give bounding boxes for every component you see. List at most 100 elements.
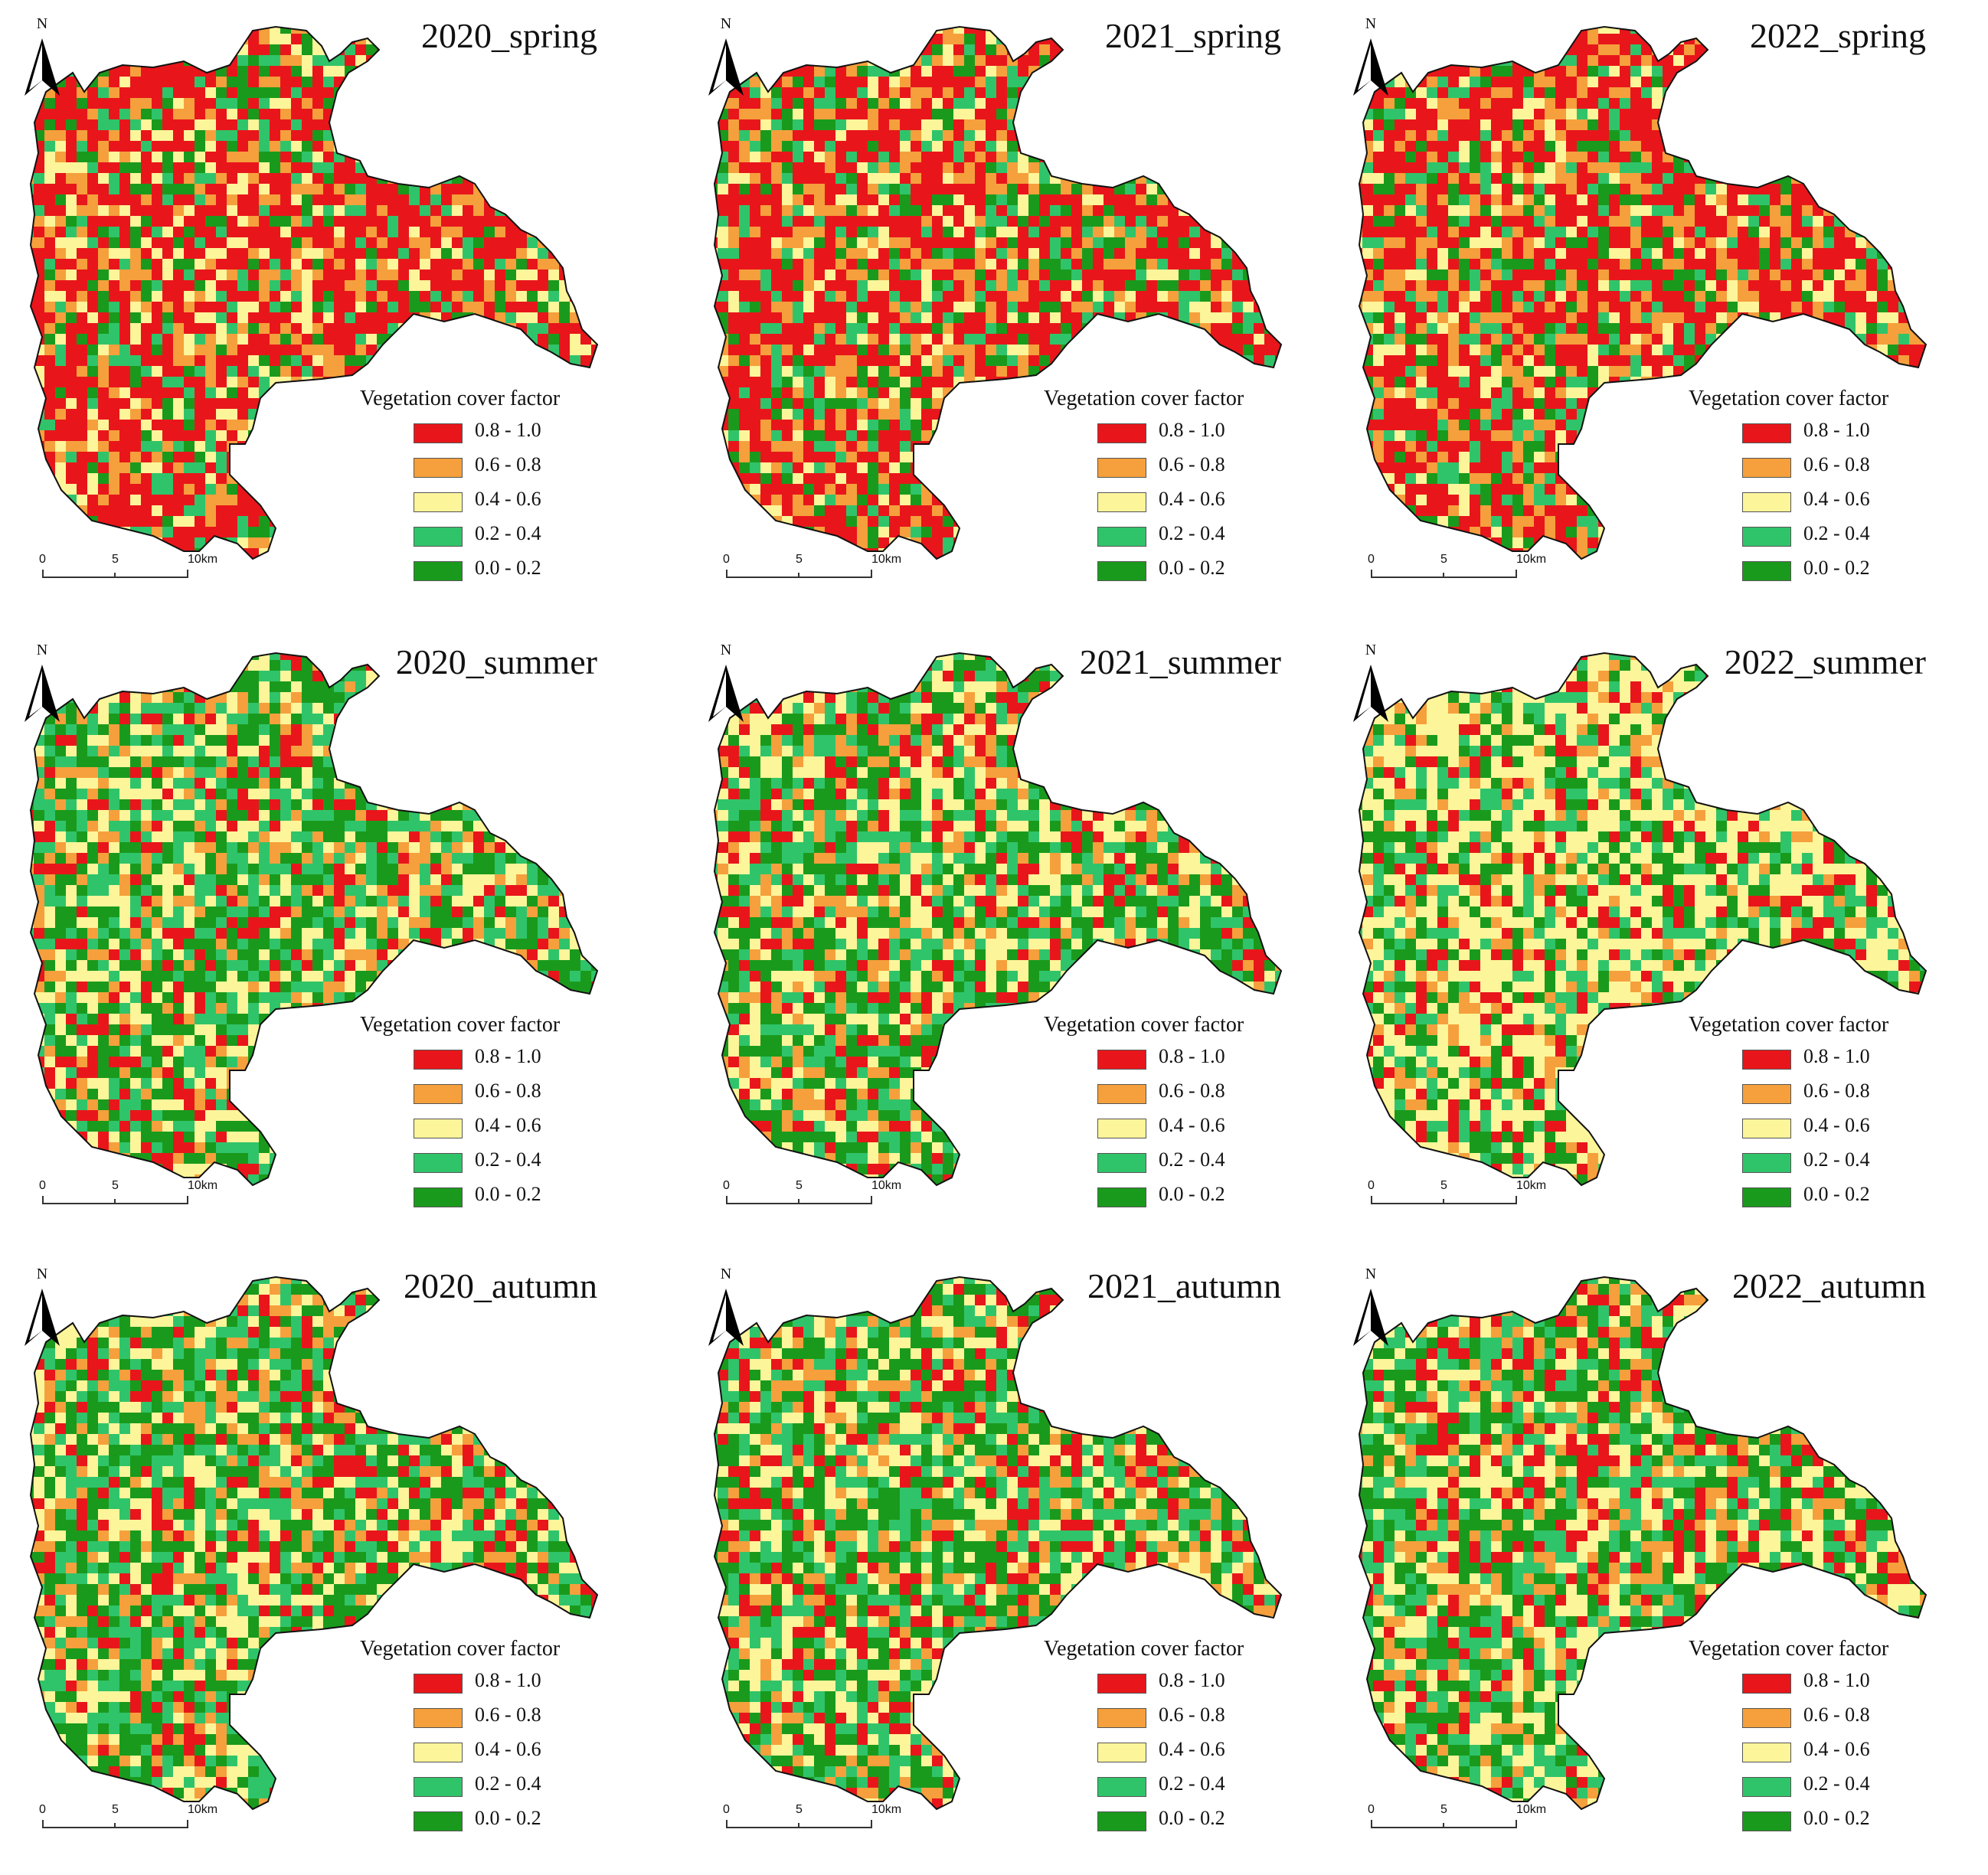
scale-bar: 0 5 10km — [39, 1179, 226, 1225]
legend-swatch — [1742, 1811, 1791, 1831]
legend-swatch — [1742, 1708, 1791, 1728]
legend-label: 0.0 - 0.2 — [1159, 1807, 1225, 1830]
legend-label: 0.6 - 0.8 — [1159, 1080, 1225, 1102]
north-label: N — [31, 15, 54, 33]
north-arrow-icon — [708, 665, 744, 722]
north-label: N — [1359, 1266, 1382, 1283]
study-area-boundary — [1358, 25, 1928, 560]
legend-swatch — [414, 1743, 463, 1762]
legend-label: 0.2 - 0.4 — [1159, 1772, 1225, 1795]
legend-item: 0.8 - 1.0 — [1689, 1045, 1934, 1080]
legend-label: 0.8 - 1.0 — [475, 1669, 541, 1692]
legend-item: 0.4 - 0.6 — [1044, 1738, 1289, 1772]
legend-item: 0.8 - 1.0 — [1689, 1669, 1934, 1704]
legend-item: 0.2 - 0.4 — [1044, 1772, 1289, 1807]
legend-item: 0.0 - 0.2 — [360, 557, 605, 591]
scale-tick-label: 5 — [112, 1179, 119, 1193]
legend-label: 0.2 - 0.4 — [475, 1148, 541, 1171]
legend-label: 0.8 - 1.0 — [1159, 419, 1225, 442]
north-arrow: N — [707, 15, 745, 100]
legend: Vegetation cover factor 0.8 - 1.0 0.6 - 0.… — [1689, 1013, 1934, 1217]
legend-title: Vegetation cover factor — [1689, 387, 1934, 411]
legend-label: 0.4 - 0.6 — [475, 1738, 541, 1761]
legend-swatch — [1097, 1811, 1146, 1831]
scale-tick-label: 10km — [188, 1179, 217, 1193]
legend-label: 0.2 - 0.4 — [475, 1772, 541, 1795]
legend-item: 0.4 - 0.6 — [360, 488, 605, 522]
scale-bar: 0 5 10km — [39, 1803, 226, 1849]
legend-item: 0.2 - 0.4 — [1044, 1148, 1289, 1183]
legend-swatch — [1742, 1674, 1791, 1694]
north-label: N — [1359, 15, 1382, 33]
scale-tick-label: 0 — [723, 1179, 730, 1193]
legend-label: 0.4 - 0.6 — [475, 1114, 541, 1137]
legend-item: 0.8 - 1.0 — [360, 1045, 605, 1080]
north-label: N — [714, 1266, 737, 1283]
legend-item: 0.4 - 0.6 — [1689, 1738, 1934, 1772]
legend-label: 0.6 - 0.8 — [475, 1704, 541, 1726]
legend-item: 0.4 - 0.6 — [1689, 1114, 1934, 1148]
legend-swatch — [1097, 1084, 1146, 1104]
scale-bar: 0 5 10km — [723, 1803, 910, 1849]
legend-swatch — [414, 1187, 463, 1207]
legend-label: 0.0 - 0.2 — [1159, 1183, 1225, 1206]
legend-label: 0.4 - 0.6 — [1159, 1114, 1225, 1137]
legend-item: 0.0 - 0.2 — [360, 1183, 605, 1217]
legend-label: 0.4 - 0.6 — [1803, 488, 1870, 511]
legend-item: 0.0 - 0.2 — [1689, 1183, 1934, 1217]
map-panel: 2020_spring N Vegetation cover factor 0.8 -… — [0, 0, 662, 625]
scale-tick-label: 5 — [112, 553, 119, 567]
legend-item: 0.4 - 0.6 — [1044, 488, 1289, 522]
legend-title: Vegetation cover factor — [1689, 1637, 1934, 1661]
legend-title: Vegetation cover factor — [1044, 1637, 1289, 1661]
legend-swatch — [414, 458, 463, 478]
legend-swatch — [414, 423, 463, 443]
legend-title: Vegetation cover factor — [1044, 387, 1289, 411]
legend-swatch — [1742, 458, 1791, 478]
legend-title: Vegetation cover factor — [1689, 1013, 1934, 1037]
legend-label: 0.2 - 0.4 — [1803, 1772, 1870, 1795]
panel-title: 2020_summer — [368, 642, 597, 682]
legend-title: Vegetation cover factor — [360, 387, 605, 411]
legend-item: 0.8 - 1.0 — [1689, 419, 1934, 453]
legend-item: 0.4 - 0.6 — [1689, 488, 1934, 522]
legend-item: 0.8 - 1.0 — [1044, 1669, 1289, 1704]
legend-item: 0.8 - 1.0 — [1044, 419, 1289, 453]
legend-swatch — [1742, 1119, 1791, 1138]
north-arrow-icon — [708, 38, 744, 96]
legend-label: 0.2 - 0.4 — [475, 522, 541, 545]
legend-item: 0.0 - 0.2 — [1689, 557, 1934, 591]
map-panel: 2021_autumn N Vegetation cover factor 0.8 -… — [684, 1250, 1346, 1875]
legend-label: 0.8 - 1.0 — [1803, 1045, 1870, 1068]
legend-label: 0.2 - 0.4 — [1159, 1148, 1225, 1171]
legend-swatch — [1742, 1187, 1791, 1207]
panel-title: 2021_spring — [1051, 15, 1281, 56]
scale-tick-label: 10km — [188, 1803, 217, 1817]
legend-item: 0.6 - 0.8 — [360, 453, 605, 488]
legend-item: 0.6 - 0.8 — [1044, 453, 1289, 488]
legend-label: 0.4 - 0.6 — [1159, 488, 1225, 511]
legend-swatch — [414, 561, 463, 581]
legend-label: 0.6 - 0.8 — [1159, 1704, 1225, 1726]
legend-item: 0.0 - 0.2 — [1044, 557, 1289, 591]
legend-title: Vegetation cover factor — [360, 1013, 605, 1037]
map-panel: 2021_spring N Vegetation cover factor 0.8 -… — [684, 0, 1346, 625]
legend-label: 0.8 - 1.0 — [475, 1045, 541, 1068]
panel-title: 2022_autumn — [1696, 1266, 1926, 1306]
vegetation-map — [1358, 1276, 1928, 1811]
study-area-boundary — [29, 1276, 599, 1811]
legend-item: 0.2 - 0.4 — [360, 1148, 605, 1183]
legend-swatch — [414, 1777, 463, 1797]
legend-swatch — [1742, 1777, 1791, 1797]
legend-label: 0.6 - 0.8 — [1159, 453, 1225, 476]
study-area-boundary — [1358, 652, 1928, 1187]
legend-item: 0.6 - 0.8 — [360, 1080, 605, 1114]
north-label: N — [31, 1266, 54, 1283]
legend-item: 0.4 - 0.6 — [360, 1738, 605, 1772]
vegetation-map — [713, 1276, 1283, 1811]
vegetation-map — [1358, 25, 1928, 560]
legend-label: 0.8 - 1.0 — [1803, 1669, 1870, 1692]
legend-label: 0.6 - 0.8 — [475, 453, 541, 476]
legend-label: 0.8 - 1.0 — [1159, 1045, 1225, 1068]
legend-swatch — [1097, 492, 1146, 512]
